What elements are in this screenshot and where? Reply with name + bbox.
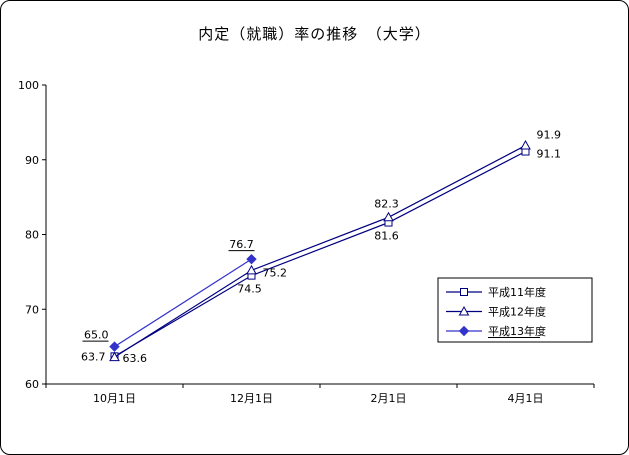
data-label: 75.2: [263, 266, 288, 279]
svg-text:90: 90: [25, 154, 39, 167]
svg-text:70: 70: [25, 303, 39, 316]
triangle-marker-icon: [246, 264, 257, 275]
diamond-marker-icon: [246, 253, 257, 265]
data-label: 63.7: [81, 350, 106, 363]
x-axis-labels: 10月1日 12月1日 2月1日 4月1日: [45, 384, 595, 405]
series-平成13年度: 65.0 76.7: [82, 238, 257, 352]
diamond-marker-icon: [109, 341, 120, 352]
data-label: 91.9: [537, 129, 562, 142]
triangle-marker-icon: [383, 211, 394, 222]
data-label: 63.6: [123, 352, 148, 365]
triangle-marker-icon: [458, 305, 470, 316]
svg-text:60: 60: [25, 378, 39, 391]
data-label: 82.3: [374, 197, 399, 210]
data-label: 65.0: [84, 329, 109, 342]
svg-text:12月1日: 12月1日: [230, 392, 273, 405]
svg-text:10月1日: 10月1日: [93, 392, 136, 405]
series-平成12年度: 63.6 75.2 82.3 91.9: [109, 129, 562, 365]
svg-text:4月1日: 4月1日: [508, 392, 544, 405]
data-label: 76.7: [229, 238, 254, 251]
triangle-marker-icon: [520, 140, 531, 150]
chart-title: 内定（就職）率の推移 （大学）: [198, 25, 431, 43]
y-axis-labels: 60 70 80 90 100: [18, 79, 46, 391]
data-label: 91.1: [537, 148, 562, 161]
data-label: 74.5: [237, 283, 262, 296]
triangle-marker-icon: [109, 351, 120, 362]
svg-text:100: 100: [18, 79, 39, 92]
square-marker-icon: [460, 288, 468, 296]
legend-item-label: 平成11年度: [488, 285, 546, 299]
diamond-marker-icon: [458, 325, 470, 337]
legend-item-label: 平成13年度: [488, 324, 546, 338]
svg-text:2月1日: 2月1日: [371, 392, 407, 405]
svg-text:80: 80: [25, 229, 39, 242]
data-label: 81.6: [374, 230, 399, 243]
legend-item-label: 平成12年度: [488, 305, 546, 319]
